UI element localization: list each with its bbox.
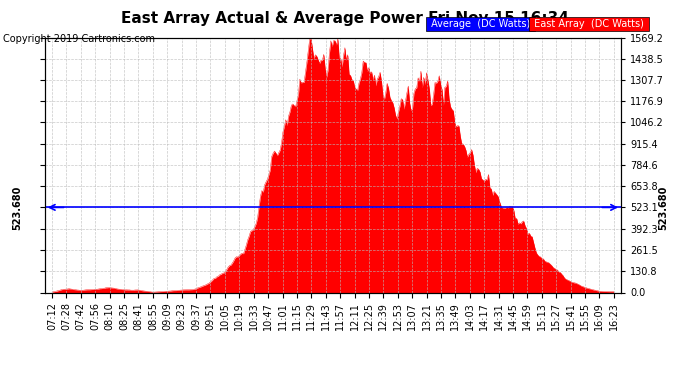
Text: Average  (DC Watts): Average (DC Watts) bbox=[428, 20, 533, 29]
Text: 523.680: 523.680 bbox=[658, 185, 669, 230]
Text: East Array  (DC Watts): East Array (DC Watts) bbox=[531, 20, 647, 29]
Text: Copyright 2019 Cartronics.com: Copyright 2019 Cartronics.com bbox=[3, 34, 155, 44]
Text: East Array Actual & Average Power Fri Nov 15 16:34: East Array Actual & Average Power Fri No… bbox=[121, 11, 569, 26]
Text: 523.680: 523.680 bbox=[12, 185, 22, 230]
